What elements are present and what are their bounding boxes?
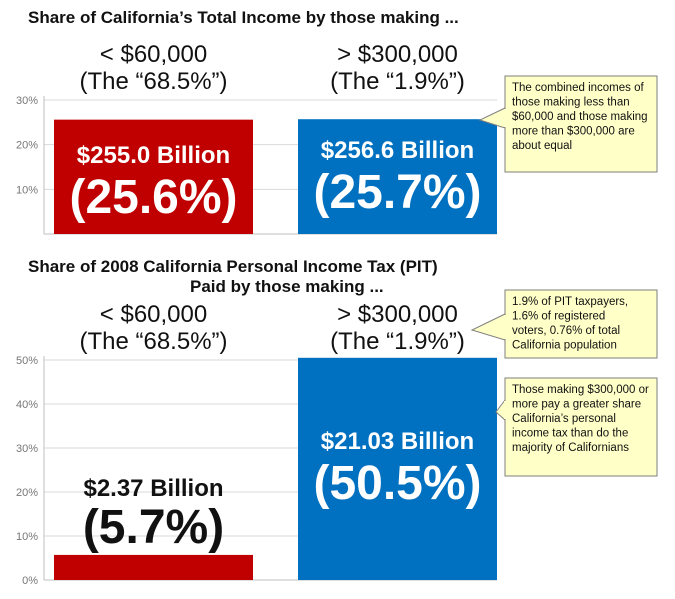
callout-note: The combined incomes of those making less… — [478, 75, 658, 173]
bar-amount-label: $21.03 Billion — [321, 428, 474, 455]
callout-text-line: more than $300,000 are — [512, 126, 635, 138]
bar-percent-label: (25.7%) — [313, 166, 481, 219]
callout-box — [504, 377, 658, 477]
bar — [54, 119, 253, 234]
bar-percent-label: (25.6%) — [69, 171, 237, 224]
category-label: (The “1.9%”) — [330, 328, 465, 355]
callout-text-line: California’s personal — [512, 413, 616, 425]
y-tick-label: 10% — [16, 184, 38, 196]
callout-pointer — [495, 398, 506, 422]
callout-text: 1.9% of PIT taxpayers, 1.6% of registered… — [512, 296, 628, 352]
category-label: < $60,000 — [100, 41, 207, 68]
callout-text-line: voters, 0.76% of total — [512, 325, 620, 337]
callout-pointer — [470, 313, 506, 341]
callout-text-line: California population — [512, 340, 617, 352]
callout-text-line: income tax than do the — [512, 428, 628, 440]
callout-note: Those making $300,000 or more pay a great… — [495, 377, 658, 477]
callout-text-line: The combined incomes of — [512, 82, 644, 94]
callout-box — [504, 289, 658, 359]
callout-text-line: more pay a greater share — [512, 399, 641, 411]
bar-amount-label: $2.37 Billion — [83, 475, 223, 502]
y-tick-label: 0% — [22, 575, 38, 587]
y-tick-label: 30% — [16, 95, 38, 107]
chart-panel-2: Share of 2008 California Personal Income… — [16, 257, 658, 587]
chart-title-line: Share of 2008 California Personal Income… — [28, 257, 438, 276]
bar-percent-label: (5.7%) — [83, 501, 224, 554]
chart-title-line: Paid by those making ... — [190, 277, 384, 296]
category-label: (The “68.5%”) — [79, 328, 227, 355]
callout-text-line: those making less than — [512, 97, 630, 109]
bar — [298, 119, 497, 234]
category-label: (The “1.9%”) — [330, 68, 465, 95]
callout-note: 1.9% of PIT taxpayers, 1.6% of registered… — [470, 289, 658, 359]
callout-text: Those making $300,000 or more pay a great… — [512, 384, 649, 454]
category-label: > $300,000 — [337, 41, 458, 68]
bar — [54, 554, 253, 580]
y-tick-label: 20% — [16, 140, 38, 152]
y-tick-label: 50% — [16, 355, 38, 367]
category-label: (The “68.5%”) — [79, 68, 227, 95]
bar — [298, 357, 497, 580]
category-label: < $60,000 — [100, 301, 207, 328]
callout-text: The combined incomes of those making less… — [512, 82, 648, 152]
callout-text-line: about equal — [512, 140, 572, 152]
chart-panel-1: Share of California’s Total Income by th… — [16, 8, 658, 235]
callout-text-line: Those making $300,000 or — [512, 384, 649, 396]
callout-text-line: $60,000 and those making — [512, 111, 648, 123]
y-tick-label: 10% — [16, 531, 38, 543]
y-tick-label: 30% — [16, 443, 38, 455]
bar-amount-label: $256.6 Billion — [321, 137, 474, 164]
callout-text-line: 1.6% of registered — [512, 311, 605, 323]
chart-title-line: Share of California’s Total Income by th… — [28, 8, 459, 27]
callout-box — [504, 75, 658, 173]
y-tick-label: 40% — [16, 399, 38, 411]
callout-text-line: 1.9% of PIT taxpayers, — [512, 296, 628, 308]
callout-text-line: majority of Californians — [512, 442, 629, 454]
bar-amount-label: $255.0 Billion — [77, 142, 230, 169]
bar-percent-label: (50.5%) — [313, 457, 481, 510]
y-tick-label: 20% — [16, 487, 38, 499]
category-label: > $300,000 — [337, 301, 458, 328]
